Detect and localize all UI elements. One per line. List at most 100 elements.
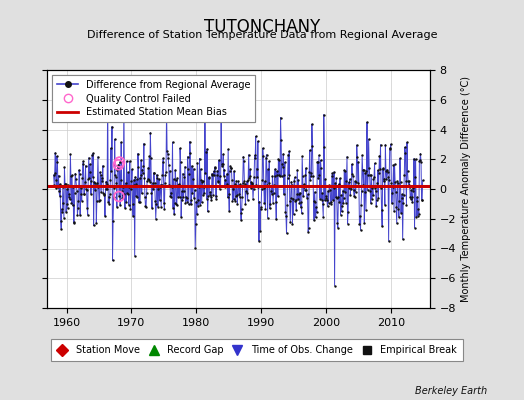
Point: [407, 187, 416, 193]
Point: [93, 198, 101, 204]
Point: [88, 152, 96, 158]
Point: [296, 190, 304, 196]
Point: [208, 170, 216, 177]
Point: [225, 208, 233, 214]
Point: [263, 182, 271, 188]
Point: [159, 158, 167, 165]
Point: [73, 212, 82, 218]
Point: [241, 201, 249, 207]
Point: [318, 196, 326, 203]
Point: [176, 194, 184, 201]
Point: [286, 219, 294, 226]
Point: [419, 177, 427, 184]
Point: [400, 192, 408, 198]
Point: [117, 188, 126, 194]
Point: [164, 154, 172, 161]
Point: [109, 218, 117, 224]
Point: [332, 194, 340, 200]
Point: [72, 182, 81, 189]
Point: [57, 218, 65, 224]
Point: [147, 154, 155, 161]
Point: [99, 190, 107, 196]
Point: [383, 166, 391, 173]
Point: [206, 189, 214, 195]
Point: [346, 184, 355, 190]
Point: [170, 200, 179, 206]
Point: [339, 200, 347, 206]
Point: [91, 180, 99, 186]
Point: [282, 230, 291, 236]
Point: [69, 184, 77, 191]
Point: [183, 198, 191, 205]
Point: [412, 214, 420, 220]
Point: [379, 178, 388, 184]
Text: TUTONCHANY: TUTONCHANY: [204, 18, 320, 36]
Point: [414, 206, 422, 212]
Point: [368, 185, 377, 191]
Point: [75, 171, 84, 178]
Point: [132, 181, 140, 187]
Point: [172, 201, 181, 208]
Point: [411, 156, 420, 162]
Point: [129, 182, 138, 188]
Point: [86, 169, 94, 175]
Point: [404, 178, 412, 184]
Point: [187, 197, 195, 204]
Point: [126, 205, 135, 212]
Point: [337, 208, 346, 214]
Point: [279, 164, 287, 170]
Point: [276, 114, 285, 121]
Point: [397, 210, 405, 216]
Point: [73, 188, 81, 194]
Point: [416, 157, 424, 164]
Point: [189, 166, 198, 172]
Point: [206, 194, 215, 200]
Point: [53, 153, 61, 160]
Y-axis label: Monthly Temperature Anomaly Difference (°C): Monthly Temperature Anomaly Difference (…: [462, 76, 472, 302]
Point: [210, 172, 219, 178]
Point: [259, 153, 267, 160]
Point: [192, 220, 200, 227]
Point: [387, 180, 396, 186]
Point: [242, 190, 250, 196]
Point: [367, 200, 375, 206]
Point: [66, 151, 74, 158]
Point: [223, 170, 231, 177]
Point: [293, 196, 302, 203]
Point: [125, 202, 133, 208]
Point: [102, 181, 111, 187]
Point: [413, 212, 422, 219]
Point: [396, 155, 404, 162]
Point: [220, 166, 228, 173]
Point: [58, 206, 66, 212]
Point: [77, 185, 85, 192]
Point: [377, 206, 386, 213]
Point: [315, 172, 324, 178]
Point: [401, 144, 409, 150]
Point: [92, 182, 100, 188]
Point: [89, 174, 97, 180]
Point: [254, 184, 263, 191]
Point: [376, 142, 385, 148]
Point: [120, 191, 128, 197]
Point: [51, 177, 60, 183]
Point: [146, 130, 155, 136]
Point: [245, 175, 254, 182]
Point: [355, 183, 363, 189]
Point: [248, 180, 257, 186]
Point: [366, 188, 375, 194]
Point: [95, 196, 104, 203]
Point: [354, 180, 362, 186]
Point: [139, 163, 148, 169]
Point: [74, 205, 82, 211]
Point: [370, 174, 378, 180]
Point: [353, 142, 361, 148]
Point: [385, 177, 394, 183]
Point: [362, 206, 370, 213]
Point: [194, 197, 203, 203]
Point: [153, 175, 161, 181]
Point: [228, 177, 236, 184]
Point: [250, 174, 258, 180]
Point: [127, 178, 136, 185]
Point: [237, 206, 246, 213]
